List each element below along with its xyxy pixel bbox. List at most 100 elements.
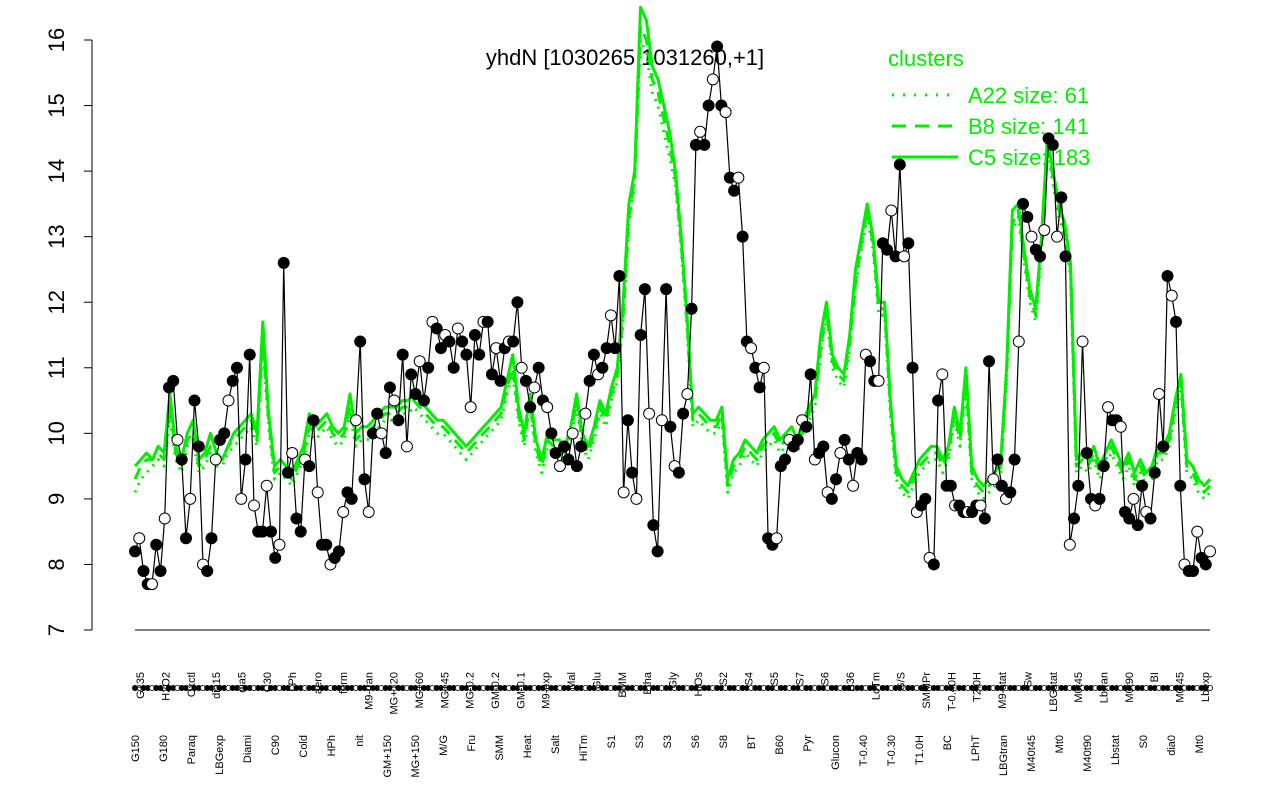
x-tick-label: S4 bbox=[744, 672, 756, 685]
data-point bbox=[1123, 512, 1136, 525]
x-tick-label: Cold bbox=[298, 735, 310, 758]
data-point bbox=[1097, 460, 1110, 473]
data-point bbox=[179, 532, 192, 545]
data-point bbox=[1191, 525, 1204, 538]
x-tick-label: GM-0.2 bbox=[490, 672, 502, 709]
x-tick-label: BC bbox=[942, 735, 954, 750]
y-tick-label: 13 bbox=[44, 224, 69, 248]
data-point bbox=[604, 309, 617, 322]
x-tick-label: S3 bbox=[634, 735, 646, 748]
x-tick-label: LBGexp bbox=[214, 735, 226, 775]
data-point bbox=[558, 440, 571, 453]
x-tick-label: Lbstat bbox=[1110, 735, 1122, 765]
x-tick-label: M0t45 bbox=[1073, 672, 1085, 703]
data-point bbox=[681, 388, 694, 400]
x-tick-label: S3 bbox=[662, 735, 674, 748]
data-point bbox=[269, 551, 282, 564]
data-point bbox=[1204, 545, 1216, 558]
data-point bbox=[239, 453, 252, 466]
x-tick-label: Pyr bbox=[802, 735, 814, 752]
data-point bbox=[311, 486, 324, 499]
data-point bbox=[902, 237, 915, 250]
data-point bbox=[885, 204, 898, 217]
x-tick-label: MG+45 bbox=[439, 672, 451, 708]
data-point bbox=[698, 138, 711, 151]
data-point bbox=[226, 374, 239, 387]
data-point bbox=[800, 420, 813, 433]
data-point bbox=[936, 368, 949, 381]
data-point bbox=[1131, 519, 1144, 532]
data-point bbox=[638, 283, 651, 296]
data-point bbox=[702, 99, 715, 112]
data-point bbox=[260, 479, 273, 492]
data-point bbox=[655, 414, 668, 427]
x-tick-label: BT bbox=[746, 735, 758, 749]
x-tick-label: MG+120 bbox=[389, 672, 401, 715]
x-tick-label: Diami bbox=[242, 735, 254, 763]
data-point bbox=[515, 361, 528, 374]
x-tick-label: dia15 bbox=[211, 672, 223, 699]
data-point bbox=[685, 302, 698, 315]
x-tick-label: G135 bbox=[135, 672, 147, 699]
x-tick-label: GM-0.1 bbox=[515, 672, 527, 709]
data-point bbox=[434, 342, 447, 355]
data-point bbox=[409, 388, 422, 400]
data-point bbox=[247, 499, 260, 512]
data-point bbox=[898, 250, 911, 263]
data-point bbox=[1059, 250, 1072, 263]
x-tick-label: C90 bbox=[270, 735, 282, 755]
data-point bbox=[1161, 270, 1174, 282]
data-point bbox=[464, 401, 477, 414]
data-point bbox=[337, 506, 350, 518]
data-point bbox=[460, 348, 473, 361]
x-tick-label: dia5 bbox=[236, 672, 248, 693]
data-point bbox=[184, 492, 197, 505]
data-point bbox=[264, 525, 277, 538]
x-tick-label: M0t90 bbox=[1124, 672, 1136, 703]
data-point bbox=[375, 427, 388, 440]
data-point bbox=[1114, 420, 1127, 433]
data-point bbox=[706, 73, 719, 86]
y-tick-label: 14 bbox=[44, 159, 69, 183]
data-point bbox=[1153, 388, 1166, 400]
x-tick-label: C30 bbox=[262, 672, 274, 692]
x-tick-label: S8 bbox=[718, 735, 730, 748]
data-point bbox=[1165, 289, 1178, 302]
sample-rug-marker bbox=[1207, 685, 1214, 692]
data-point bbox=[579, 407, 592, 420]
x-tick-label: M9-stat bbox=[997, 672, 1009, 709]
data-point bbox=[732, 171, 745, 184]
data-point bbox=[804, 368, 817, 381]
data-point bbox=[770, 532, 783, 545]
data-point bbox=[978, 512, 991, 525]
data-point bbox=[596, 361, 609, 374]
data-point bbox=[413, 355, 426, 368]
data-point bbox=[1017, 197, 1030, 210]
x-tick-label: Mal bbox=[566, 672, 578, 690]
data-point bbox=[1080, 447, 1093, 459]
cluster-line-dashed bbox=[133, 25, 1212, 494]
data-point bbox=[1157, 440, 1170, 453]
data-point bbox=[277, 256, 290, 269]
data-point bbox=[405, 368, 418, 381]
data-point bbox=[320, 538, 333, 551]
data-point bbox=[728, 184, 741, 197]
data-point bbox=[757, 361, 770, 374]
data-point bbox=[417, 394, 430, 407]
data-point bbox=[575, 440, 588, 453]
data-point bbox=[396, 348, 409, 361]
y-tick-label: 8 bbox=[44, 558, 69, 570]
data-point bbox=[1004, 486, 1017, 499]
data-point bbox=[358, 473, 371, 486]
x-tick-label: S1 bbox=[606, 735, 618, 748]
data-point bbox=[400, 440, 413, 453]
x-tick-label: aero bbox=[313, 672, 325, 694]
x-tick-label: B60 bbox=[774, 735, 786, 755]
x-tick-label: MG-0.2 bbox=[465, 672, 477, 709]
x-tick-label: T2.0H bbox=[972, 672, 984, 702]
data-point bbox=[847, 479, 860, 492]
x-tick-label: M0t45 bbox=[1175, 672, 1187, 703]
data-point bbox=[1076, 335, 1089, 348]
data-point bbox=[630, 492, 643, 505]
x-tick-label: S6 bbox=[820, 672, 832, 685]
